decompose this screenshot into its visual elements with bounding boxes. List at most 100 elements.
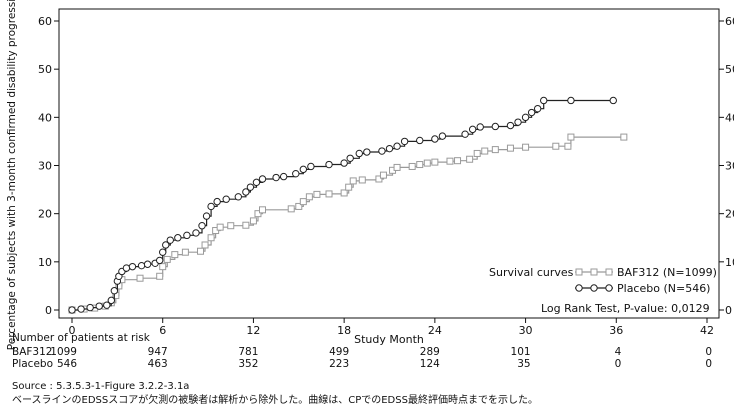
data-point-baf312 (358, 176, 366, 184)
data-point-placebo (461, 130, 469, 138)
data-point-placebo (416, 136, 424, 145)
legend-baf312-marker (575, 268, 613, 276)
data-point-placebo (299, 165, 308, 174)
data-point-placebo (506, 121, 515, 130)
data-point-placebo (246, 183, 255, 191)
data-point-baf312 (197, 247, 205, 255)
data-point-placebo (183, 231, 191, 240)
data-point-baf312 (242, 221, 250, 229)
log-rank-annotation: Log Rank Test, P-value: 0,0129 (541, 302, 710, 315)
x-tick-label: 30 (519, 324, 533, 337)
data-point-baf312 (473, 149, 481, 157)
data-point-placebo (110, 287, 119, 295)
data-point-placebo (307, 162, 315, 171)
data-point-placebo (162, 241, 170, 249)
data-point-placebo (103, 301, 111, 309)
legend-marker (575, 268, 583, 276)
x-tick-label: 36 (609, 324, 623, 337)
x-tick-label: 0 (69, 324, 76, 337)
legend-baf312-label: BAF312 (N=1099) (617, 266, 717, 279)
legend-placebo-marker (575, 284, 613, 292)
data-point-placebo (86, 303, 94, 312)
risk-row-label: BAF312 (12, 346, 53, 358)
data-point-baf312 (522, 143, 530, 151)
data-point-placebo (222, 195, 230, 203)
data-point-baf312 (207, 234, 215, 242)
data-point-baf312 (454, 157, 462, 165)
data-point-baf312 (295, 202, 303, 210)
data-point-baf312 (313, 190, 321, 198)
data-point-baf312 (299, 198, 307, 206)
data-point-baf312 (491, 146, 499, 154)
data-point-placebo (252, 178, 261, 187)
risk-table-title: Number of patients at risk (12, 332, 150, 344)
risk-cell: 35 (517, 358, 531, 370)
data-point-placebo (385, 144, 394, 153)
risk-cell: 4 (614, 346, 622, 358)
data-point-placebo (159, 248, 167, 256)
risk-row-label: Placebo (12, 358, 54, 370)
data-point-placebo (207, 202, 215, 211)
data-point-placebo (202, 212, 211, 220)
data-point-placebo (609, 96, 617, 105)
y-axis-left: 0 10 20 30 40 50 60 (38, 15, 59, 317)
y-tick-label-right: 20 (725, 208, 734, 221)
legend-placebo-label: Placebo (N=546) (617, 282, 710, 295)
data-point-placebo (234, 193, 243, 201)
data-point-placebo (431, 135, 439, 143)
data-point-baf312 (379, 171, 387, 179)
data-point-placebo (514, 118, 522, 126)
risk-table: Number of patients at risk BAF312 1099 9… (0, 332, 734, 376)
risk-row-baf312: BAF312 1099 947 781 499 289 101 4 0 (0, 346, 734, 358)
risk-cell: 352 (238, 358, 259, 370)
data-point-placebo (68, 306, 76, 314)
x-tick-label: 12 (246, 324, 260, 337)
plot-frame (58, 8, 720, 319)
y-tick-label-right: 0 (725, 304, 732, 317)
data-point-placebo (95, 302, 103, 310)
y-tick-label: 40 (38, 111, 52, 124)
data-point-placebo (438, 132, 447, 140)
data-point-placebo (279, 172, 288, 181)
data-point-baf312 (552, 142, 560, 150)
y-tick-label: 30 (38, 160, 52, 173)
risk-cell: 1099 (50, 346, 77, 358)
data-point-baf312 (259, 206, 266, 214)
y-tick-label-right: 50 (725, 63, 734, 76)
y-tick-label: 20 (38, 208, 52, 221)
x-tick-label: 24 (428, 324, 442, 337)
y-tick-label: 50 (38, 63, 52, 76)
footnote: ベースラインのEDSSスコアが欠測の被験者は解析から除外した。曲線は、CPでのE… (12, 395, 538, 406)
data-point-baf312 (201, 241, 209, 249)
data-point-placebo (292, 169, 300, 178)
data-point-placebo (107, 296, 116, 305)
y-tick-label: 60 (38, 15, 52, 28)
risk-cell: 0 (614, 358, 622, 370)
legend-marker (575, 284, 583, 292)
data-point-placebo (400, 137, 409, 146)
y-tick-label: 0 (45, 304, 52, 317)
data-point-baf312 (345, 183, 353, 191)
data-point-placebo (527, 108, 536, 117)
series-layer (68, 96, 628, 314)
data-point-baf312 (163, 255, 171, 263)
data-point-placebo (340, 159, 348, 167)
x-axis-label: Study Month (354, 333, 424, 346)
data-point-placebo (355, 149, 363, 158)
data-point-baf312 (181, 248, 189, 256)
x-tick-label: 18 (337, 324, 351, 337)
y-tick-label-right: 40 (725, 111, 734, 124)
data-point-placebo (174, 234, 182, 242)
data-point-placebo (325, 160, 333, 169)
data-point-placebo (213, 197, 221, 206)
data-point-placebo (363, 148, 371, 156)
data-point-placebo (258, 175, 267, 183)
y-tick-label: 10 (38, 256, 52, 269)
data-point-placebo (346, 154, 354, 162)
x-tick-label: 6 (159, 324, 166, 337)
data-point-placebo (476, 123, 484, 131)
data-point-placebo (533, 104, 542, 113)
legend-marker (605, 268, 613, 276)
data-point-placebo (143, 260, 152, 268)
